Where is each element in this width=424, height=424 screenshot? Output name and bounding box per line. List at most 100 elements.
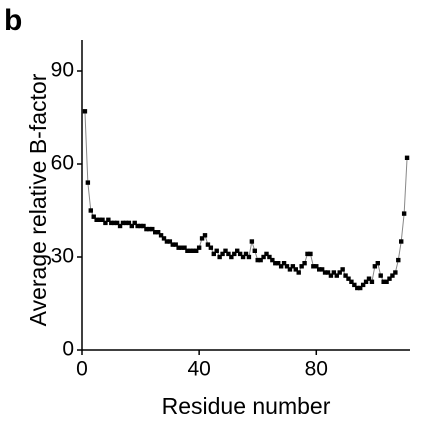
- data-point: [132, 220, 137, 226]
- data-point: [384, 279, 389, 284]
- data-point: [141, 223, 146, 229]
- data-point: [273, 261, 278, 266]
- data-point: [114, 220, 120, 226]
- data-point: [97, 217, 102, 222]
- data-point: [390, 273, 395, 278]
- panel-label: b: [4, 4, 22, 37]
- data-point: [91, 214, 96, 219]
- data-point: [261, 254, 266, 260]
- data-point: [311, 264, 316, 269]
- data-point: [396, 257, 401, 263]
- data-point: [205, 242, 211, 247]
- data-point: [346, 276, 351, 281]
- data-point: [94, 217, 99, 222]
- data-point: [82, 109, 88, 114]
- data-point: [270, 257, 275, 263]
- data-point: [135, 223, 140, 229]
- data-point: [287, 267, 293, 272]
- data-point: [243, 251, 249, 257]
- data-point: [235, 248, 240, 253]
- data-point: [378, 273, 383, 278]
- data-point: [404, 155, 410, 160]
- data-point: [109, 220, 114, 226]
- data-point: [158, 233, 164, 238]
- data-point: [252, 248, 257, 253]
- data-point: [352, 282, 357, 288]
- data-point: [229, 254, 234, 260]
- data-point: [126, 220, 132, 226]
- data-point: [226, 251, 231, 257]
- data-point: [393, 270, 398, 275]
- data-point: [179, 245, 184, 250]
- x-tick-label: 0: [76, 358, 88, 381]
- y-axis-label: Average relative B-factor: [25, 73, 51, 326]
- data-point: [191, 248, 196, 253]
- data-point: [208, 245, 214, 250]
- data-point: [161, 236, 167, 241]
- data-point: [185, 248, 190, 253]
- data-point: [299, 264, 304, 269]
- data-point: [85, 180, 91, 185]
- data-point: [144, 226, 149, 232]
- data-point: [182, 245, 187, 250]
- data-point: [296, 270, 301, 275]
- data-point: [355, 285, 360, 291]
- data-point: [232, 251, 237, 257]
- data-point: [223, 248, 228, 253]
- data-point: [369, 279, 375, 284]
- data-point: [214, 248, 219, 253]
- data-point: [112, 220, 117, 226]
- x-tick-label: 80: [305, 358, 328, 381]
- data-point: [331, 270, 337, 275]
- data-point: [360, 282, 366, 288]
- data-point: [284, 264, 290, 269]
- data-point: [188, 248, 193, 253]
- data-point: [117, 223, 123, 229]
- data-point: [366, 276, 372, 281]
- data-point: [305, 251, 310, 257]
- data-point: [211, 251, 216, 257]
- data-point: [103, 220, 108, 226]
- data-point: [372, 264, 378, 269]
- data-point: [328, 273, 334, 278]
- x-tick-label: 40: [187, 358, 210, 381]
- data-point: [138, 223, 143, 229]
- data-point: [240, 254, 246, 260]
- y-tick-label: 60: [51, 152, 74, 175]
- data-point: [217, 254, 222, 260]
- data-point: [176, 245, 181, 250]
- data-point: [264, 251, 269, 257]
- data-point: [106, 217, 111, 222]
- data-point: [167, 239, 173, 244]
- y-tick-label: 90: [51, 59, 74, 82]
- y-tick-label: 0: [62, 338, 74, 361]
- data-point: [363, 279, 369, 284]
- data-point: [314, 264, 319, 269]
- data-point: [340, 267, 345, 272]
- data-point: [220, 251, 225, 257]
- data-point: [322, 270, 328, 275]
- data-point: [358, 285, 363, 291]
- data-point: [194, 248, 199, 253]
- data-point: [88, 208, 93, 213]
- data-point: [278, 264, 284, 269]
- data-point: [237, 251, 243, 257]
- data-point: [308, 251, 313, 257]
- data-point: [100, 217, 105, 222]
- data-point: [196, 245, 202, 250]
- data-point: [319, 267, 325, 272]
- y-tick-label: 30: [51, 245, 74, 268]
- data-point: [375, 261, 380, 266]
- data-point: [150, 226, 155, 232]
- data-point: [267, 254, 272, 260]
- data-point: [337, 270, 342, 275]
- data-point: [293, 267, 298, 272]
- data-point: [173, 242, 178, 247]
- data-point: [399, 239, 404, 244]
- data-point: [153, 230, 158, 235]
- data-point: [349, 279, 354, 284]
- data-point: [381, 279, 386, 284]
- data-point: [317, 267, 322, 272]
- data-point: [401, 211, 407, 216]
